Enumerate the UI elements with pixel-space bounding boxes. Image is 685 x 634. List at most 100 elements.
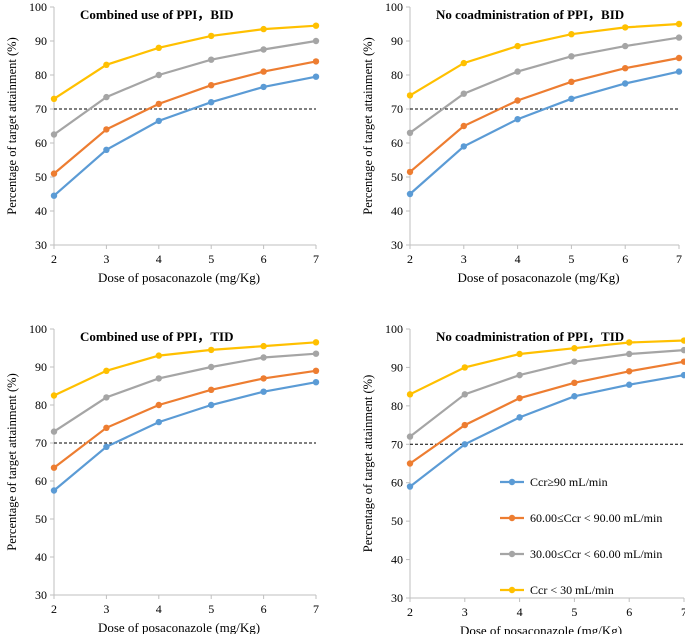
data-point bbox=[406, 391, 414, 398]
series-line bbox=[409, 374, 685, 488]
data-point bbox=[155, 401, 162, 409]
data-point bbox=[461, 421, 468, 429]
data-point bbox=[406, 460, 414, 467]
legend-item-3: 30.00≤Ccr < 60.00 mL/min bbox=[500, 547, 662, 561]
data-point bbox=[312, 367, 320, 374]
data-point bbox=[622, 24, 629, 31]
x-axis-label: Dose of posaconazole (mg/Kg) bbox=[460, 623, 622, 634]
series-4 bbox=[50, 339, 320, 399]
y-axis-label: Percentage of target attainment (%) bbox=[361, 37, 375, 214]
data-point bbox=[514, 97, 521, 104]
data-point bbox=[260, 375, 267, 382]
data-point bbox=[260, 46, 267, 53]
data-point bbox=[260, 388, 267, 395]
series-2 bbox=[406, 358, 685, 467]
y-tick-label: 80 bbox=[391, 68, 403, 82]
data-point bbox=[312, 58, 320, 65]
y-tick-label: 70 bbox=[35, 102, 47, 116]
data-point bbox=[208, 56, 215, 63]
data-point bbox=[516, 414, 523, 421]
x-tick-label: 3 bbox=[462, 605, 468, 619]
data-point bbox=[50, 487, 58, 494]
x-tick-label: 5 bbox=[208, 602, 214, 616]
series-2 bbox=[50, 367, 320, 471]
y-axis-label: Percentage of target attainment (%) bbox=[361, 375, 375, 552]
data-point bbox=[155, 352, 162, 359]
data-point bbox=[312, 22, 320, 29]
legend-marker bbox=[508, 586, 516, 594]
y-axis-label: Percentage of target attainment (%) bbox=[5, 37, 19, 214]
x-tick-label: 6 bbox=[261, 252, 267, 266]
data-point bbox=[675, 54, 683, 62]
data-point bbox=[312, 350, 320, 357]
data-point bbox=[568, 95, 575, 103]
series-1 bbox=[406, 68, 683, 198]
y-tick-label: 90 bbox=[391, 360, 403, 374]
series-1 bbox=[406, 371, 685, 490]
series-3 bbox=[50, 37, 320, 138]
series-line bbox=[53, 341, 317, 397]
x-tick-label: 4 bbox=[156, 602, 162, 616]
x-tick-label: 6 bbox=[261, 602, 267, 616]
data-point bbox=[50, 392, 58, 399]
data-point bbox=[675, 20, 683, 28]
data-point bbox=[155, 117, 162, 125]
data-point bbox=[568, 31, 575, 38]
legend-marker bbox=[508, 514, 516, 522]
series-1 bbox=[50, 73, 320, 199]
legend-marker bbox=[508, 550, 516, 558]
series-line bbox=[53, 369, 317, 469]
data-point bbox=[406, 92, 414, 99]
y-tick-label: 90 bbox=[35, 34, 47, 48]
data-point bbox=[103, 394, 110, 401]
x-tick-label: 3 bbox=[103, 252, 109, 266]
data-point bbox=[103, 93, 110, 101]
data-point bbox=[208, 363, 215, 371]
y-tick-label: 80 bbox=[35, 68, 47, 82]
x-tick-label: 4 bbox=[515, 252, 521, 266]
y-tick-label: 40 bbox=[391, 204, 403, 218]
data-point bbox=[622, 42, 629, 50]
chart-panel-3: 30 40 50 60 70 80 90 100 2 3 4 5 6 7 Combined use of P… bbox=[5, 322, 320, 634]
data-point bbox=[680, 337, 685, 344]
chart-title: Combined use of PPI，BID bbox=[80, 7, 234, 22]
data-point bbox=[208, 346, 215, 354]
x-tick-label: 7 bbox=[313, 602, 319, 616]
data-point bbox=[50, 192, 58, 199]
data-point bbox=[622, 80, 629, 87]
series-line bbox=[409, 36, 680, 134]
data-point bbox=[260, 83, 267, 91]
legend-item-4: Ccr < 30 mL/min bbox=[500, 583, 614, 597]
data-point bbox=[260, 354, 267, 361]
y-tick-label: 30 bbox=[391, 591, 403, 605]
series-line bbox=[53, 39, 317, 136]
x-tick-label: 3 bbox=[461, 252, 467, 266]
x-tick-label: 2 bbox=[407, 605, 413, 619]
x-tick-label: 4 bbox=[156, 252, 162, 266]
y-tick-label: 40 bbox=[35, 550, 47, 564]
x-tick-label: 5 bbox=[208, 252, 214, 266]
series-line bbox=[409, 56, 680, 173]
data-point bbox=[103, 443, 110, 450]
y-tick-label: 60 bbox=[35, 474, 47, 488]
chart-title: Combined use of PPI，TID bbox=[80, 329, 234, 344]
series-line bbox=[53, 60, 317, 175]
series-line bbox=[53, 352, 317, 433]
data-point bbox=[260, 342, 267, 350]
data-point bbox=[626, 368, 633, 375]
y-tick-label: 40 bbox=[35, 204, 47, 218]
y-tick-label: 100 bbox=[385, 322, 403, 336]
chart-title: No coadministration of PPI，BID bbox=[436, 7, 624, 22]
data-point bbox=[461, 364, 468, 371]
data-point bbox=[50, 464, 58, 471]
y-tick-label: 50 bbox=[35, 170, 47, 184]
data-point bbox=[208, 401, 215, 409]
data-point bbox=[406, 190, 414, 198]
y-tick-label: 50 bbox=[391, 170, 403, 184]
series-4 bbox=[406, 337, 685, 398]
data-point bbox=[568, 53, 575, 60]
data-point bbox=[208, 99, 215, 106]
data-point bbox=[626, 381, 633, 388]
x-axis-label: Dose of posaconazole (mg/Kg) bbox=[98, 270, 260, 285]
series-2 bbox=[50, 58, 320, 177]
